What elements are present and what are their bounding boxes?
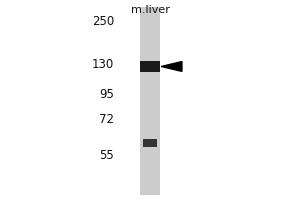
- Text: 130: 130: [92, 58, 114, 71]
- Bar: [140, 7, 160, 195]
- Text: 55: 55: [100, 149, 114, 162]
- Text: 72: 72: [99, 113, 114, 126]
- Text: 95: 95: [100, 88, 114, 101]
- Bar: [142, 139, 158, 147]
- Polygon shape: [161, 62, 182, 71]
- Text: m.liver: m.liver: [130, 5, 170, 15]
- Text: 250: 250: [92, 15, 114, 28]
- Bar: [140, 61, 160, 72]
